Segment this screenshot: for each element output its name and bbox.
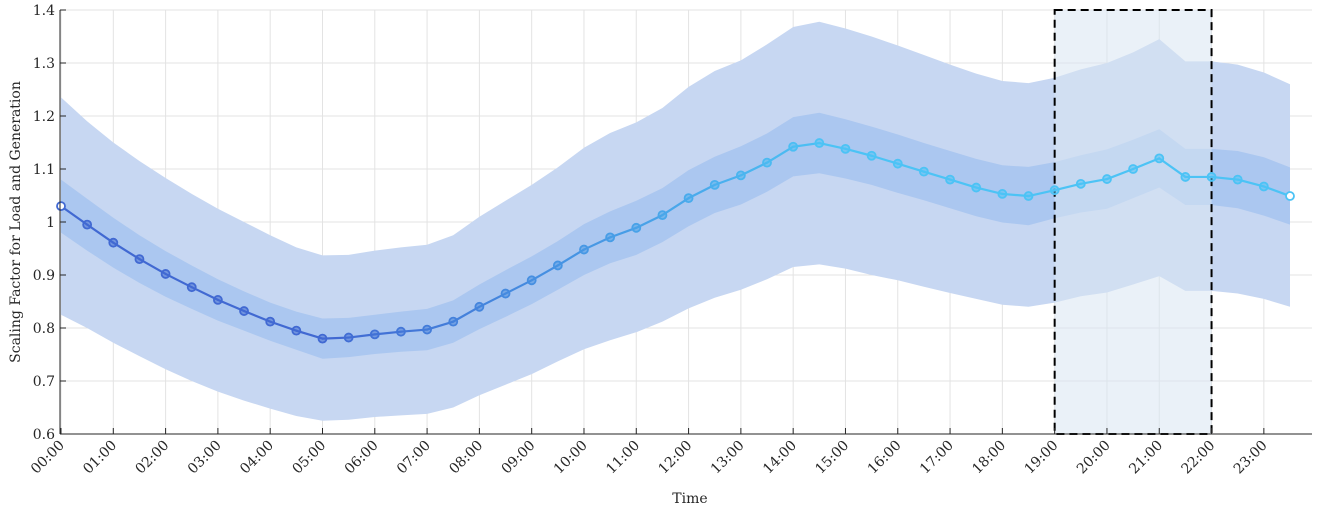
data-point [239,306,249,316]
data-point [1102,174,1112,184]
data-point [82,219,93,230]
data-point [448,316,459,327]
x-tick-label: 22:00 [1179,438,1219,478]
data-point [657,210,668,221]
data-point [971,182,982,193]
mean-line-segment [661,197,690,217]
data-point [1258,181,1269,192]
data-point [945,174,955,185]
x-tick-label: 23:00 [1231,438,1271,478]
x-tick-label: 02:00 [133,438,173,478]
y-axis-label: Scaling Factor for Load and Generation [8,81,24,363]
y-tick-label: 1.1 [33,162,55,178]
inner-confidence-band [61,112,1290,359]
highlight-window [1053,9,1213,435]
mean-line-segment [1158,157,1187,179]
x-tick-label: 19:00 [1022,438,1062,478]
data-point [369,329,380,340]
data-point [500,288,511,299]
x-tick-label: 12:00 [656,438,696,478]
x-tick-label: 17:00 [917,438,957,478]
x-tick-label: 03:00 [185,438,225,478]
data-point [866,150,877,161]
mean-line-segment [138,258,167,276]
data-point [552,260,563,271]
data-point [1049,185,1060,196]
x-tick-label: 04:00 [237,438,277,478]
data-point [212,295,223,305]
data-point [1075,178,1086,189]
y-tick-label: 1 [46,215,55,231]
x-axis-label: Time [672,491,707,507]
x-tick-label: 13:00 [708,438,748,478]
mean-line-segment [59,205,89,226]
y-tick-label: 0.9 [33,268,55,284]
y-tick-label: 0.6 [33,427,55,443]
data-point [134,254,145,265]
data-point [317,333,328,344]
y-tick-label: 1.4 [33,3,55,19]
y-tick-label: 1.2 [33,109,55,125]
x-tick-label: 00:00 [28,438,68,478]
data-point [1206,172,1217,182]
data-point [186,282,197,293]
data-point [526,275,537,286]
data-point [108,237,119,248]
data-point [56,201,66,212]
x-tick-label: 14:00 [760,438,800,478]
data-point [631,222,642,233]
data-point [422,324,432,335]
mean-line-segment [86,223,115,244]
x-tick-label: 09:00 [499,438,539,478]
data-point [343,332,354,343]
data-point [160,269,171,279]
x-tick-label: 06:00 [342,438,382,478]
data-point [579,244,589,255]
mean-line-segment [530,264,559,282]
data-point [1023,191,1034,201]
x-tick-label: 16:00 [865,438,905,478]
y-tick-label: 1.3 [33,56,55,72]
x-tick-label: 20:00 [1074,438,1114,478]
data-point [1154,153,1165,164]
data-point [605,232,616,243]
data-point [1285,191,1295,201]
data-point [1180,172,1191,182]
mean-line-segment [112,241,141,261]
data-point [291,325,302,336]
mean-line-segment [452,305,481,323]
x-tick-label: 11:00 [603,438,643,478]
x-tick-label: 10:00 [551,438,591,478]
x-tick-label: 07:00 [394,438,434,478]
x-tick-label: 15:00 [812,438,852,478]
mean-line-segment [556,248,586,267]
x-tick-label: 01:00 [80,438,120,478]
y-tick-label: 0.8 [33,321,55,337]
data-point [709,179,720,190]
highlight-rectangle [1053,9,1213,435]
data-point [474,301,485,312]
y-tick-label: 0.7 [33,374,55,390]
data-point [735,170,746,181]
data-point [997,189,1008,199]
data-point [1128,164,1139,174]
x-tick-label: 21:00 [1126,438,1166,478]
data-point [840,143,851,154]
mean-line [56,138,1295,344]
data-point [814,138,825,148]
data-point [892,158,903,169]
data-point [683,193,694,204]
mean-line-segment [765,145,795,164]
data-point [788,141,799,152]
x-tick-label: 08:00 [446,438,486,478]
data-point [1232,174,1243,185]
confidence-bands [61,21,1290,421]
x-tick-label: 05:00 [289,438,329,478]
x-tick-label: 18:00 [969,438,1009,478]
data-point [396,326,406,337]
data-point [265,316,276,327]
data-point [919,166,929,177]
data-point [762,157,772,168]
